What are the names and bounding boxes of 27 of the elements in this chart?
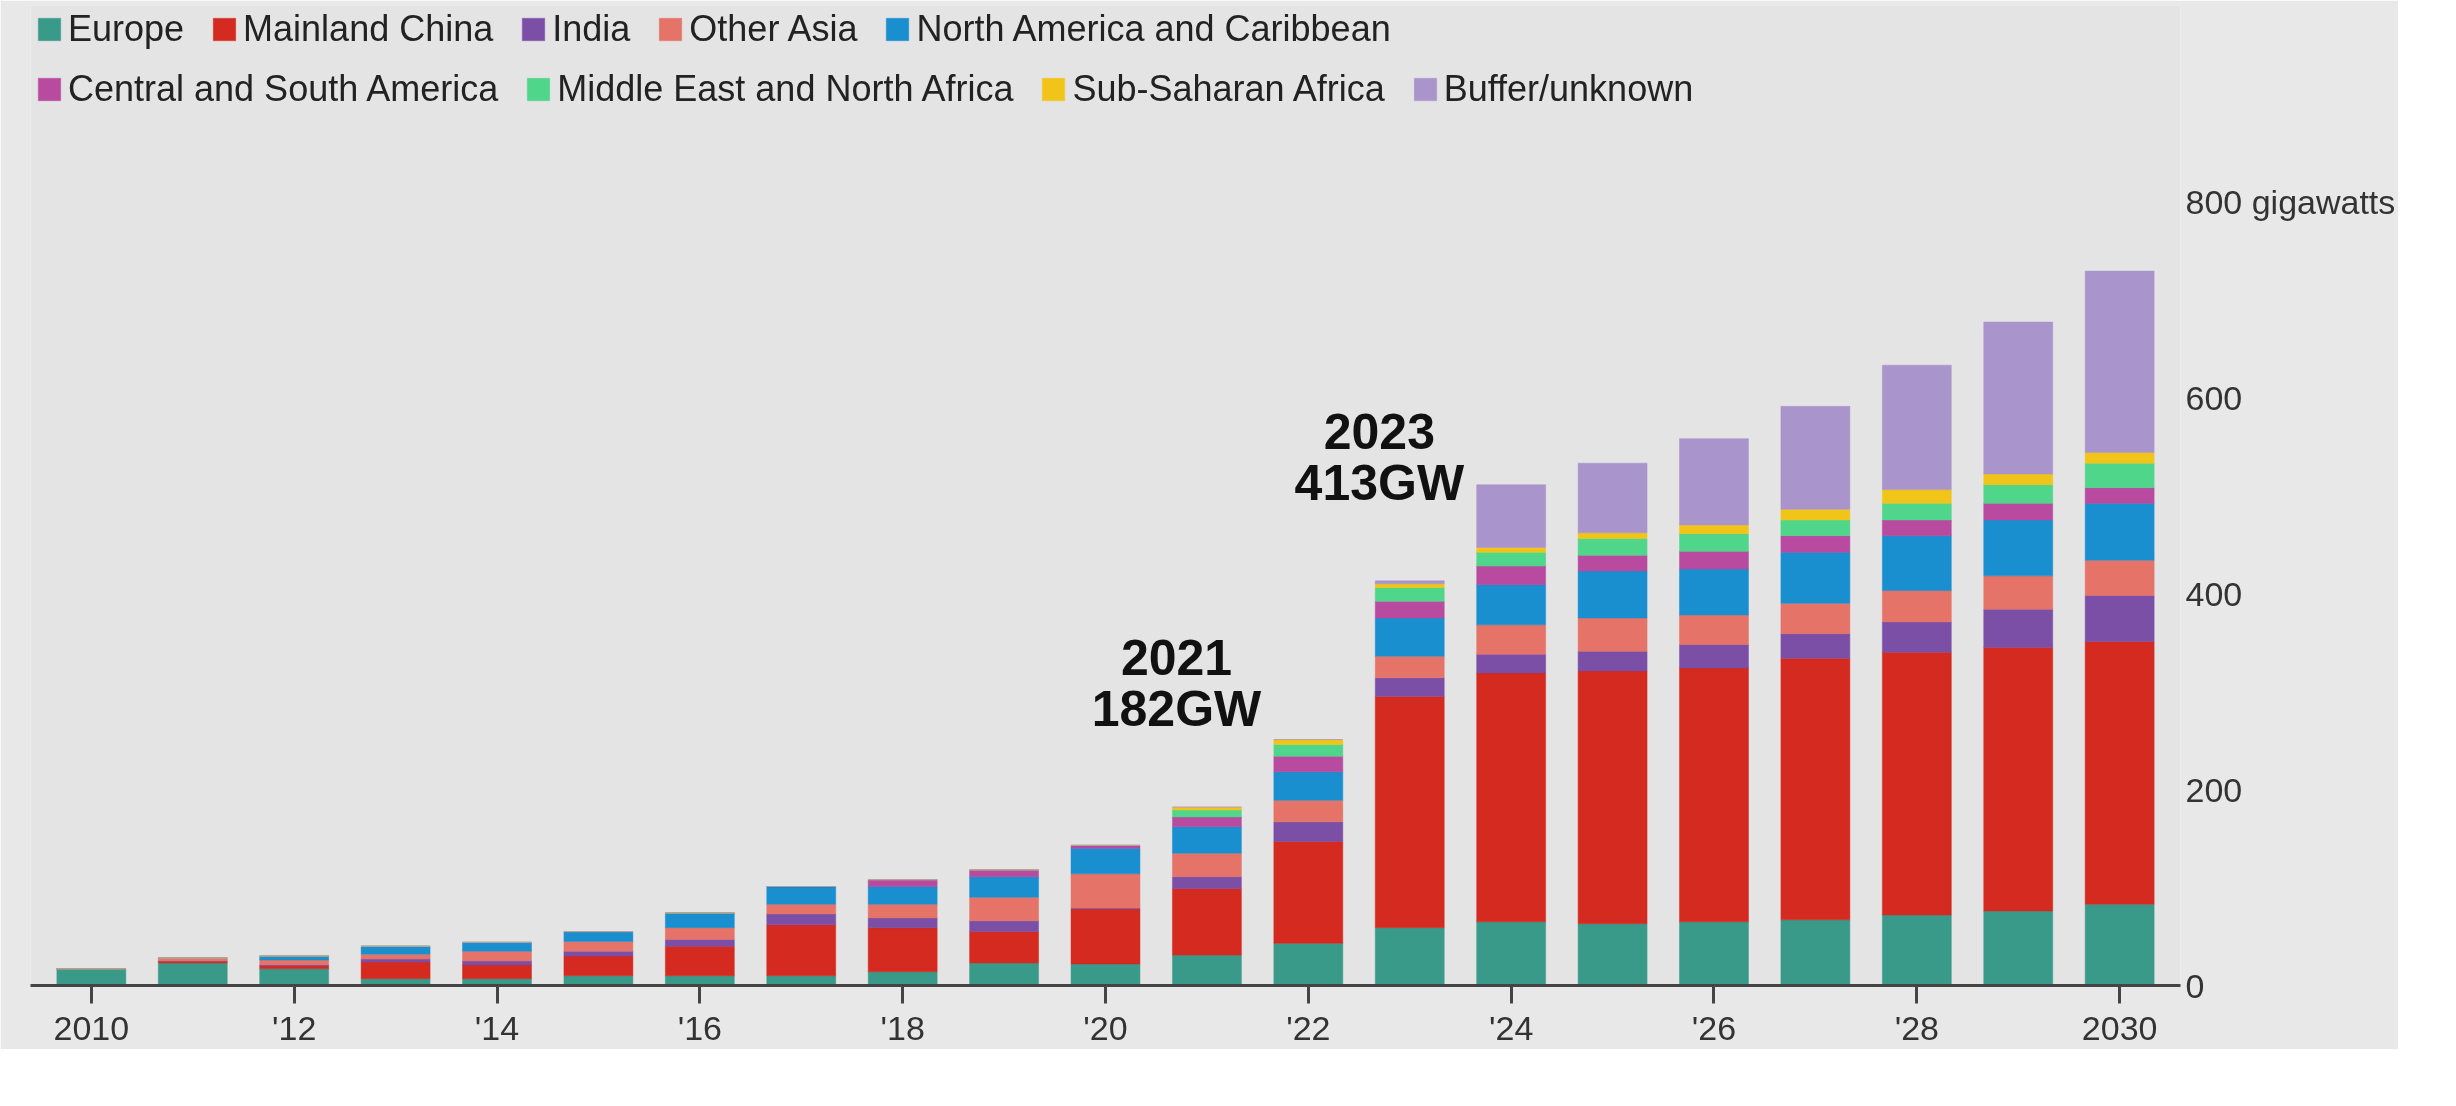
annotation: 2021 182GW — [1091, 630, 1263, 738]
legend-label: Sub-Saharan Africa — [1072, 68, 1385, 110]
x-tick-label: '14 — [474, 1008, 520, 1047]
annotation: 2023 413GW — [1294, 403, 1465, 511]
x-tick-label: '24 — [1489, 1008, 1534, 1047]
y-tick-label: 600 — [2185, 378, 2243, 417]
x-tick-label: '20 — [1083, 1008, 1128, 1047]
y-tick-label: 0 — [2185, 966, 2205, 1005]
y-tick-label: 800 gigawatts — [2185, 182, 2396, 221]
legend-label: Buffer/unknown — [1443, 68, 1694, 110]
x-tick-label: '18 — [880, 1008, 925, 1047]
x-tick-label: '28 — [1894, 1008, 1939, 1047]
legend-label: Middle East and North Africa — [557, 68, 1014, 110]
y-tick-label: 400 — [2185, 574, 2243, 613]
legend-label: Europe — [68, 8, 185, 50]
x-tick-label: 2030 — [2081, 1008, 2158, 1047]
x-tick-label: '26 — [1691, 1008, 1737, 1047]
legend-label: Central and South America — [68, 68, 499, 110]
legend-label: North America and Caribbean — [916, 8, 1391, 50]
x-tick-label: '12 — [272, 1008, 317, 1047]
x-tick-label: 2010 — [53, 1008, 130, 1047]
legend-label: Other Asia — [689, 8, 858, 50]
y-tick-label: 200 — [2185, 770, 2243, 809]
legend-label: Mainland China — [243, 8, 494, 50]
legend-label: India — [552, 8, 631, 50]
x-tick-label: '16 — [677, 1008, 722, 1047]
x-tick-label: '22 — [1286, 1008, 1331, 1047]
